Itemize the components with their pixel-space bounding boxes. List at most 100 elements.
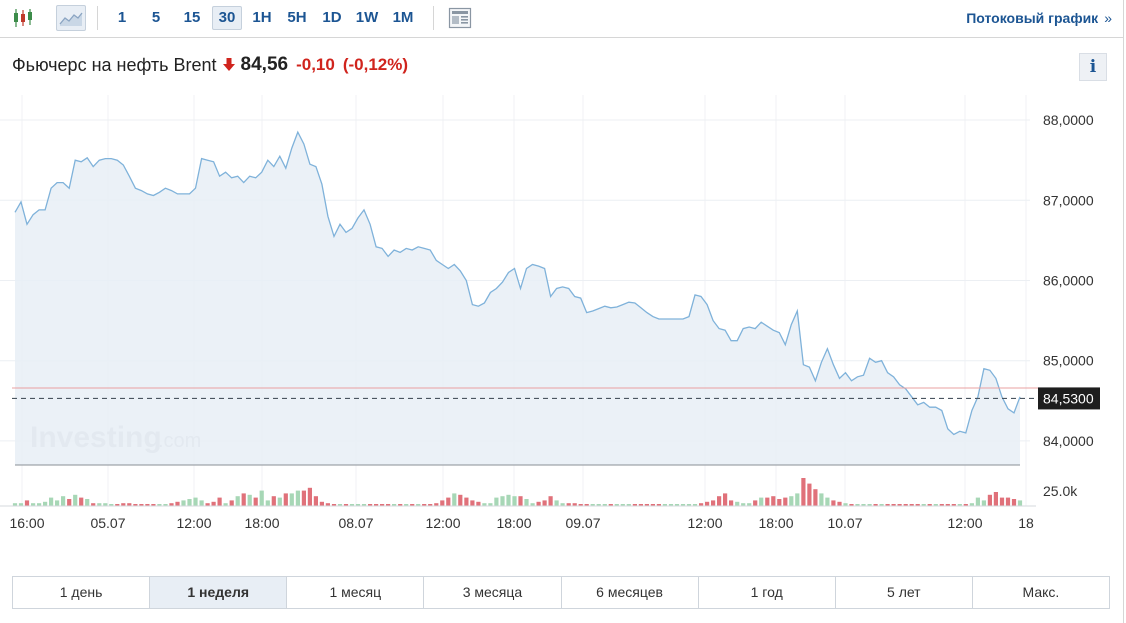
volume-bar (915, 504, 920, 506)
volume-bar (686, 504, 692, 506)
volume-bar (705, 501, 710, 506)
volume-bar (229, 500, 234, 506)
period-6-months[interactable]: 6 месяцев (562, 577, 699, 608)
volume-bar (283, 493, 288, 506)
x-tick-label: 10.07 (827, 515, 862, 531)
timeframe-1m[interactable]: 1M (392, 9, 414, 26)
volume-bar (644, 504, 649, 506)
volume-bar (506, 494, 511, 506)
price-line (14, 130, 1021, 436)
volume-bar (458, 494, 463, 506)
volume-bar (464, 497, 469, 506)
volume-bar (831, 500, 836, 506)
volume-bar (151, 504, 156, 506)
volume-bar (205, 503, 210, 506)
volume-bar (771, 496, 776, 506)
volume-bar (825, 497, 830, 506)
x-tick-label: 18:00 (758, 515, 793, 531)
volume-bar (602, 504, 607, 506)
volume-bar (927, 504, 932, 506)
volume-bar (133, 504, 138, 506)
layout-icon[interactable] (446, 5, 474, 31)
x-tick-label: 12:00 (176, 515, 211, 531)
volume-bar (692, 504, 698, 506)
timeframe-30[interactable]: 30 (212, 6, 242, 30)
volume-bar (500, 496, 505, 506)
volume-bar (572, 503, 577, 506)
volume-bar (355, 504, 361, 506)
volume-bar (584, 504, 589, 506)
x-tick-label: 05.07 (90, 515, 125, 531)
volume-bar (91, 503, 96, 506)
volume-bar (789, 496, 794, 506)
volume-bar (217, 497, 222, 506)
timeframe-5[interactable]: 5 (151, 9, 161, 26)
volume-bar (37, 503, 42, 506)
volume-bar (368, 504, 373, 506)
volume-bar (79, 497, 84, 506)
period-1-month[interactable]: 1 месяц (287, 577, 425, 608)
volume-bar (741, 503, 746, 506)
volume-bar (349, 504, 355, 506)
period-1-day[interactable]: 1 день (13, 577, 151, 608)
period-1-year[interactable]: 1 год (699, 577, 836, 608)
volume-bar (879, 504, 884, 506)
period-max[interactable]: Макс. (1022, 584, 1060, 600)
area-chart-icon[interactable] (56, 5, 86, 31)
stream-chart-link[interactable]: Потоковый график » (966, 10, 1112, 26)
period-3-months[interactable]: 3 месяца (424, 577, 562, 608)
x-tick-label: 12:00 (425, 515, 460, 531)
timeframe-15[interactable]: 15 (183, 9, 201, 26)
volume-bar (103, 503, 108, 506)
volume-bar (199, 500, 204, 506)
volume-bar (933, 504, 938, 506)
last-price-tag (1038, 387, 1100, 410)
timeframe-1[interactable]: 1 (117, 9, 127, 26)
volume-bar (963, 504, 968, 506)
volume-bar (277, 497, 282, 506)
y-tick-label: 87,0000 (1043, 192, 1094, 208)
volume-bar (331, 504, 337, 506)
volume-bar (632, 504, 637, 506)
volume-bar (548, 496, 553, 506)
timeframe-5h[interactable]: 5H (287, 9, 307, 26)
candlestick-icon[interactable] (10, 5, 36, 31)
timeframe-1w[interactable]: 1W (355, 9, 379, 26)
volume-bar (428, 504, 433, 506)
x-tick-label: 08.07 (338, 515, 373, 531)
volume-bar (494, 497, 499, 506)
volume-bar (434, 503, 439, 506)
last-price: 84,56 (240, 54, 289, 75)
x-tick-label: 16:00 (9, 515, 44, 531)
volume-bar (109, 504, 114, 506)
volume-bar (524, 499, 529, 506)
price-change: -0,10 (296, 55, 335, 74)
volume-bar (813, 489, 818, 506)
volume-bar (163, 504, 168, 506)
timeframe-1h[interactable]: 1H (252, 9, 272, 26)
volume-bar (578, 504, 583, 506)
timeframe-1d[interactable]: 1D (322, 9, 342, 26)
volume-bar (121, 503, 126, 506)
volume-bar (247, 494, 252, 506)
y-tick-label: 88,0000 (1043, 112, 1094, 128)
volume-bar (416, 504, 421, 506)
volume-bar (620, 504, 625, 506)
volume-bar (12, 503, 18, 506)
volume-bar (512, 496, 517, 506)
volume-bar (452, 493, 457, 506)
price-chart[interactable]: Investing.com88,000087,000086,000085,000… (0, 95, 1124, 535)
period-1-week[interactable]: 1 неделя (150, 577, 288, 608)
volume-bar (422, 504, 427, 506)
last-price-tag-label: 84,5300 (1043, 390, 1094, 406)
volume-bar (380, 504, 385, 506)
toolbar-separator (97, 6, 98, 30)
volume-bar (981, 500, 986, 506)
info-button[interactable]: i (1079, 53, 1107, 81)
volume-bar (909, 504, 914, 506)
price-area (15, 132, 1020, 465)
volume-bar (157, 504, 162, 506)
toolbar-separator (433, 6, 434, 30)
period-5-years[interactable]: 5 лет (836, 577, 973, 608)
chart-toolbar: 1 5 15 30 1H 5H 1D 1W 1M Потоковый графи… (0, 0, 1124, 38)
